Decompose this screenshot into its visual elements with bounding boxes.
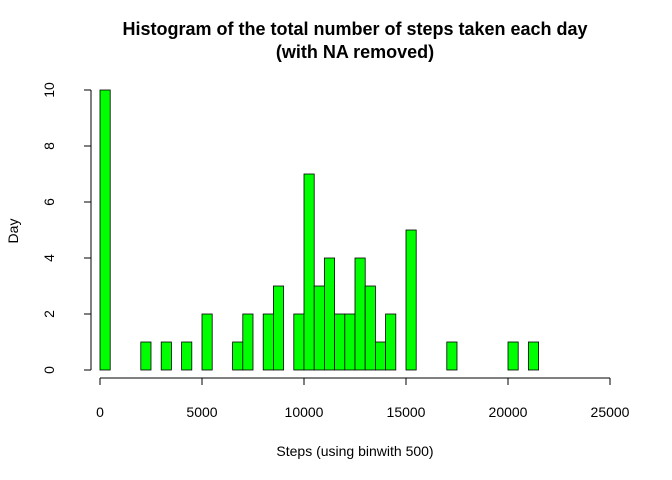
histogram-bar-4: [140, 341, 152, 371]
x-axis: 0 5000 10000 15000 20000 25000: [96, 377, 630, 420]
histogram-bar-25: [354, 257, 366, 371]
histogram-bar-42: [528, 341, 540, 371]
histogram-bar-28: [385, 313, 397, 371]
chart-title-line1: Histogram of the total number of steps t…: [122, 19, 587, 39]
chart-title-line2: (with NA removed): [276, 42, 434, 62]
histogram-bar-24: [344, 313, 356, 371]
histogram-bar-34: [446, 341, 458, 371]
y-tick-label-3: 6: [41, 198, 57, 206]
histogram-bar-40: [507, 341, 519, 371]
y-tick-label-2: 4: [41, 254, 57, 262]
histogram-bar-27: [374, 341, 386, 371]
histogram-bar-0: [99, 89, 111, 371]
histogram-bar-6: [160, 341, 172, 371]
histogram-bar-14: [242, 313, 254, 371]
y-tick-label-0: 0: [41, 366, 57, 374]
y-axis: 0 2 4 6 8 10: [41, 82, 92, 374]
y-tick-label-4: 8: [41, 142, 57, 150]
x-tick-label-5: 25000: [591, 404, 630, 420]
bars-group: [99, 89, 540, 371]
y-tick-label-1: 2: [41, 310, 57, 318]
x-tick-label-2: 10000: [285, 404, 324, 420]
x-tick-label-3: 15000: [387, 404, 426, 420]
x-axis-label: Steps (using binwith 500): [276, 443, 433, 459]
histogram-bar-8: [181, 341, 193, 371]
histogram-bar-23: [334, 313, 346, 371]
histogram-bar-26: [364, 285, 376, 371]
x-tick-label-4: 20000: [489, 404, 528, 420]
histogram-bar-16: [262, 313, 274, 371]
x-tick-label-0: 0: [96, 404, 104, 420]
histogram-bar-10: [201, 313, 213, 371]
x-tick-label-1: 5000: [186, 404, 217, 420]
histogram-bar-17: [272, 285, 284, 371]
histogram-bar-22: [323, 257, 335, 371]
y-tick-label-5: 10: [41, 82, 57, 98]
histogram-bar-13: [232, 341, 244, 371]
histogram-bar-30: [405, 229, 417, 371]
histogram-bar-19: [293, 313, 305, 371]
histogram-bar-20: [303, 173, 315, 371]
y-axis-label: Day: [5, 219, 21, 244]
histogram-bar-21: [313, 285, 325, 371]
